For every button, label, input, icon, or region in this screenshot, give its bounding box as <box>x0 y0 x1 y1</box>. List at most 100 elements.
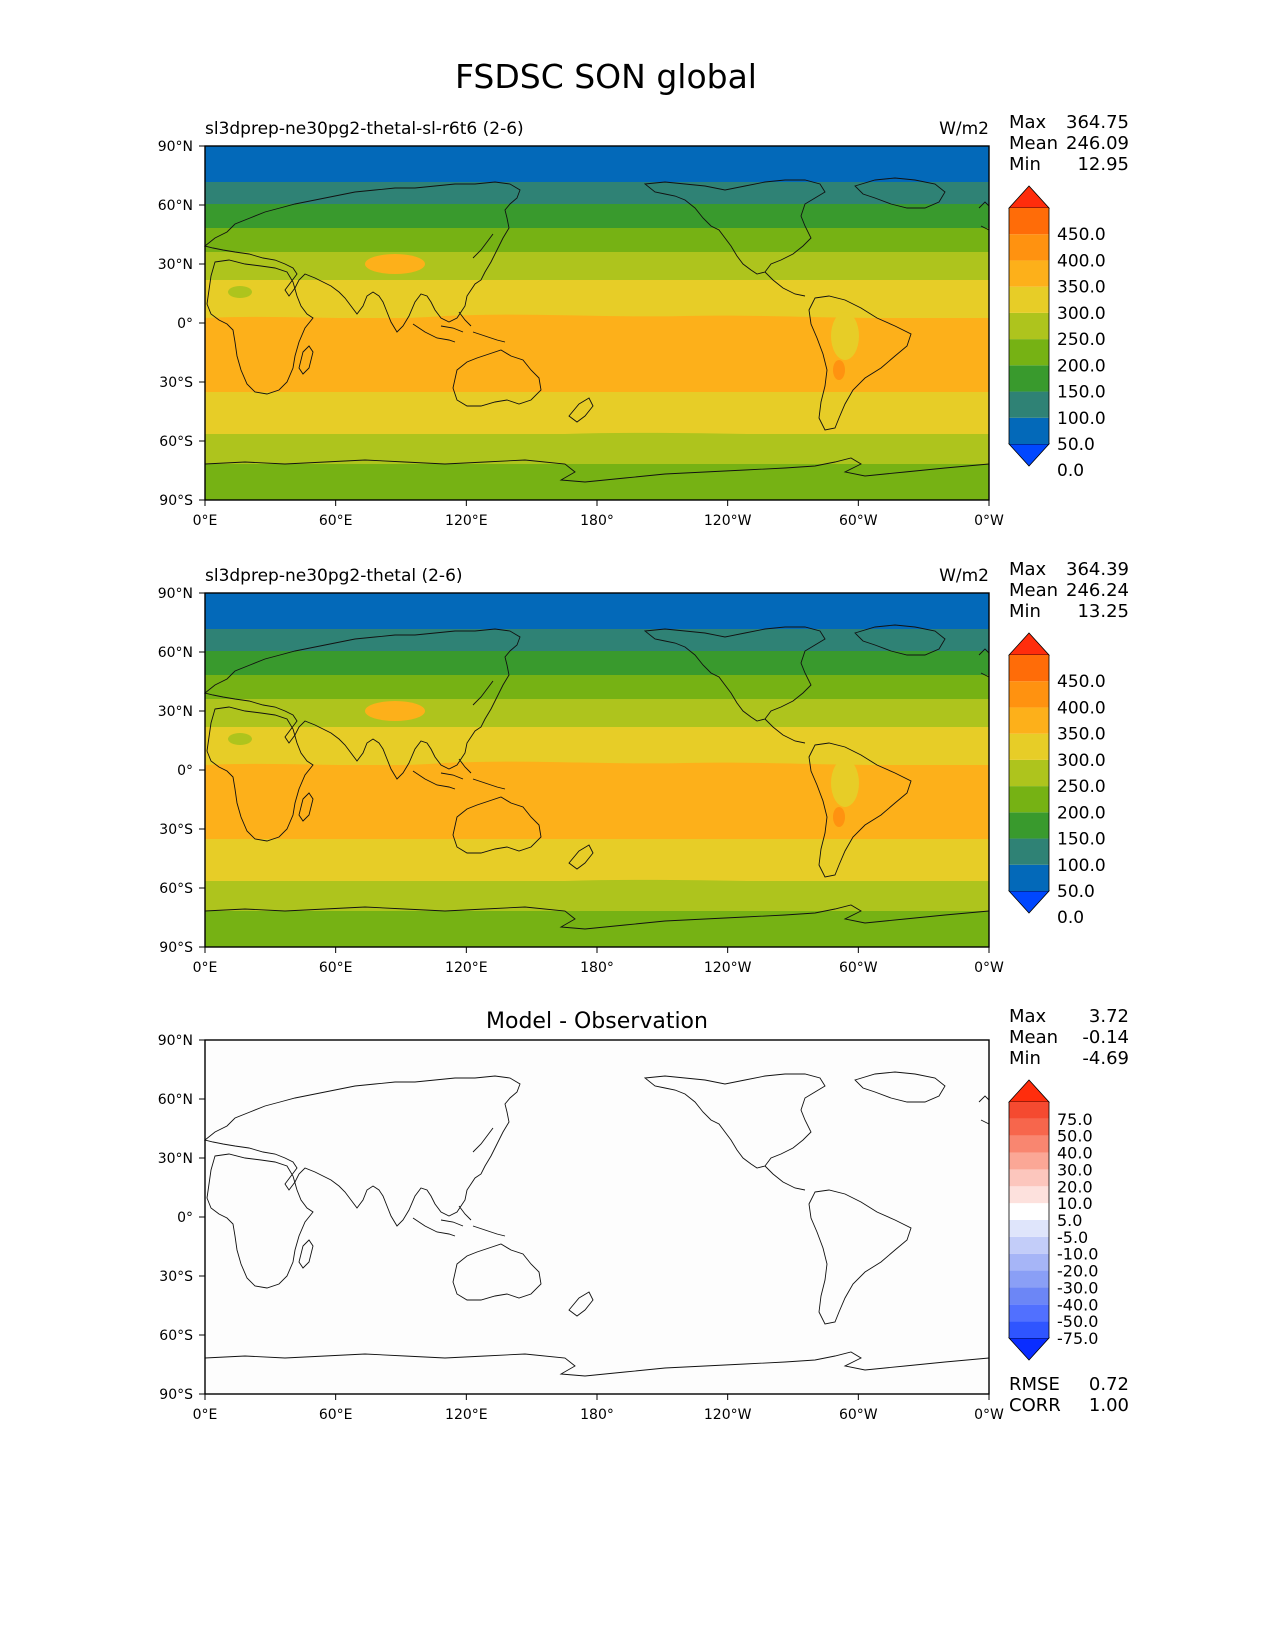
colorbar-segment <box>1009 786 1049 813</box>
lon-tick-label: 120°W <box>704 960 752 976</box>
lat-tick-label: 30°N <box>158 704 193 720</box>
colorbar-extend-max <box>1008 1079 1050 1103</box>
colorbar-segment <box>1009 812 1049 839</box>
lat-tick-label: 0° <box>177 763 193 779</box>
colorbar-tick-label: 350.0 <box>1057 725 1106 745</box>
field-band <box>205 182 989 204</box>
field-band <box>205 146 989 182</box>
colorbar: 75.050.040.030.020.010.05.0-5.0-10.0-20.… <box>1008 1079 1098 1361</box>
colorbar-tick-label: 75.0 <box>1057 1110 1093 1129</box>
lon-tick-label: 60°W <box>839 1407 878 1423</box>
colorbar-extend-max <box>1008 185 1050 209</box>
stat-label: Min <box>1009 154 1041 175</box>
panel-title: sl3dprep-ne30pg2-thetal (2-6) <box>205 566 463 586</box>
stat-value: 246.24 <box>1066 580 1129 601</box>
colorbar-extend-min <box>1008 890 1050 914</box>
colorbar-tick-label: 150.0 <box>1057 383 1106 403</box>
colorbar-segment <box>1009 1236 1049 1254</box>
lat-tick-label: 90°N <box>158 1033 193 1049</box>
colorbar-tick-label: 400.0 <box>1057 698 1106 718</box>
lat-tick-label: 90°S <box>159 940 193 956</box>
lat-tick-label: 60°N <box>158 198 193 214</box>
colorbar-tick-label: 450.0 <box>1057 672 1106 692</box>
lon-tick-label: 120°W <box>704 1407 752 1423</box>
colorbar-tick-label: 200.0 <box>1057 803 1106 823</box>
field-feature <box>833 807 845 827</box>
colorbar-tick-label: 50.0 <box>1057 1127 1093 1146</box>
stat-label: Min <box>1009 1048 1041 1069</box>
field-band <box>205 675 989 699</box>
colorbar-tick-label: 300.0 <box>1057 304 1106 324</box>
stat-label: Min <box>1009 601 1041 622</box>
colorbar-tick-label: 400.0 <box>1057 251 1106 271</box>
colorbar-segment <box>1009 1152 1049 1170</box>
colorbar-segment <box>1009 208 1049 235</box>
map-plot <box>204 145 990 501</box>
stat-label: Max <box>1009 1006 1047 1027</box>
colorbar-segment <box>1009 655 1049 682</box>
colorbar-segment <box>1009 1102 1049 1119</box>
stat-value: 0.72 <box>1089 1374 1129 1395</box>
map-plot <box>204 592 990 948</box>
lat-tick-label: 0° <box>177 1210 193 1226</box>
colorbar-segment <box>1009 733 1049 760</box>
colorbar-tick-label: 300.0 <box>1057 751 1106 771</box>
colorbar-tick-label: 5.0 <box>1057 1211 1082 1230</box>
field-band <box>205 318 989 392</box>
colorbar-segment <box>1009 1118 1049 1136</box>
stat-label: Mean <box>1009 580 1058 601</box>
stat-value: -4.69 <box>1082 1048 1129 1069</box>
colorbar-segment <box>1009 234 1049 261</box>
field-feature <box>228 286 252 298</box>
figure-title: FSDSC SON global <box>455 57 757 96</box>
lat-tick-label: 60°N <box>158 645 193 661</box>
field-feature <box>365 254 425 274</box>
field-band <box>205 252 989 280</box>
lat-tick-label: 60°S <box>159 1328 193 1344</box>
lon-tick-label: 60°E <box>319 960 353 976</box>
stat-value: 13.25 <box>1077 601 1129 622</box>
field-feature <box>831 759 859 807</box>
lat-tick-label: 30°N <box>158 1151 193 1167</box>
colorbar: 450.0 400.0 350.0 300.0 250.0 200.0 150.0 100.0… <box>1008 632 1106 928</box>
colorbar-segment <box>1009 391 1049 418</box>
colorbar-tick-label: -40.0 <box>1057 1295 1098 1314</box>
lat-tick-label: 90°N <box>158 139 193 155</box>
lon-tick-label: 0°W <box>974 513 1004 529</box>
lon-tick-label: 0°W <box>974 960 1004 976</box>
colorbar-tick-label: 150.0 <box>1057 830 1106 850</box>
field-band <box>205 651 989 675</box>
field-band <box>205 839 989 881</box>
lat-tick-label: 30°S <box>159 1269 193 1285</box>
stat-value: 12.95 <box>1077 154 1129 175</box>
colorbar-tick-label: -5.0 <box>1057 1228 1088 1247</box>
lon-tick-label: 180° <box>580 513 614 529</box>
colorbar-segment <box>1009 707 1049 734</box>
colorbar-segment <box>1009 1169 1049 1187</box>
colorbar-tick-label: 250.0 <box>1057 777 1106 797</box>
lat-tick-label: 90°S <box>159 493 193 509</box>
colorbar-outline <box>1008 655 1050 891</box>
field-band <box>205 314 989 322</box>
field-band <box>205 593 989 629</box>
colorbar: 450.0 400.0 350.0 300.0 250.0 200.0 150.0 100.0… <box>1008 185 1106 481</box>
lat-tick-label: 30°S <box>159 375 193 391</box>
colorbar-segment <box>1009 1287 1049 1305</box>
field-band <box>205 228 989 252</box>
lon-tick-label: 0°E <box>193 960 218 976</box>
field-band <box>205 881 989 911</box>
colorbar-segment <box>1009 1304 1049 1322</box>
field-band <box>205 879 989 885</box>
field-feature <box>228 733 252 745</box>
lat-tick-label: 60°N <box>158 1092 193 1108</box>
colorbar-segment <box>1009 312 1049 340</box>
field-band <box>205 204 989 228</box>
map-plot <box>204 1039 990 1395</box>
lon-tick-label: 120°E <box>445 1407 488 1423</box>
field-band <box>205 464 989 476</box>
colorbar-outline <box>1008 208 1050 444</box>
lat-tick-label: 90°S <box>159 1387 193 1403</box>
lon-tick-label: 180° <box>580 1407 614 1423</box>
colorbar-segment <box>1009 339 1049 366</box>
lon-tick-label: 0°E <box>193 513 218 529</box>
